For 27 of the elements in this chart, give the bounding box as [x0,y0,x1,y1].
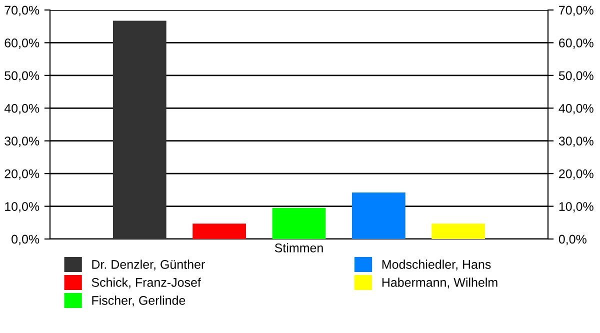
y-tick-label: 50,0% [4,71,40,82]
bar [352,192,406,239]
x-tick-label: Stimmen [274,243,323,252]
y-tick-label: 30,0% [4,136,40,147]
bar [272,208,326,239]
legend-label: Habermann, Wilhelm [382,278,498,288]
legend-label: Fischer, Gerlinde [92,296,186,306]
bar [432,224,486,239]
text: 0,0% [558,234,586,246]
legend-label: Schick, Franz-Josef [92,278,201,288]
text: 20,0% [559,169,594,180]
text: 70,0% [559,6,594,16]
y-tick-label: 40,0% [4,104,40,114]
y-tick-label: 60,0% [4,38,40,49]
legend-label: Dr. Denzler, Günther [92,260,205,270]
y-tick-label: 0,0% [12,234,40,246]
text: 50,0% [558,71,594,82]
text: 60,0% [559,38,594,49]
y-tick-label: 10,0% [5,202,40,212]
bar [112,20,166,239]
text: 10,0% [559,202,594,212]
text: 30,0% [558,136,594,147]
y-tick-label: 20,0% [4,169,40,180]
text: 40,0% [558,104,594,114]
bar [192,224,246,239]
y-tick-label: 70,0% [4,6,40,16]
legend-label: Modschiedler, Hans [382,260,491,270]
